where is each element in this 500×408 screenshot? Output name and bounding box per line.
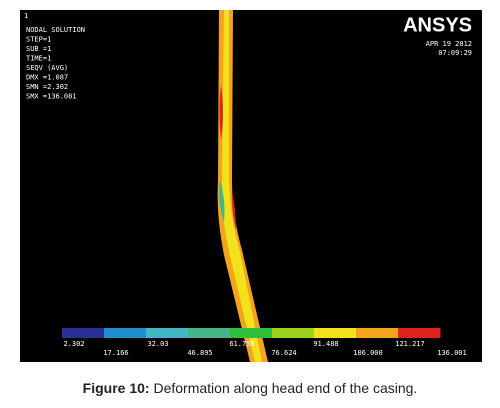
info-line: STEP=1 <box>26 36 51 44</box>
legend-label: 121.217 <box>395 340 425 348</box>
legend-swatch <box>272 328 315 338</box>
info-line: SEQV (AVG) <box>26 64 68 72</box>
info-line: NODAL SOLUTION <box>26 26 85 34</box>
caption-text: Deformation along head end of the casing… <box>153 380 418 396</box>
legend-swatch <box>230 328 273 338</box>
legend-label: 46.895 <box>187 349 212 357</box>
legend-swatch <box>356 328 399 338</box>
legend-swatch <box>62 328 105 338</box>
logo: ANSYS <box>403 14 472 36</box>
legend-swatch <box>188 328 231 338</box>
stress-hotspot <box>219 85 223 140</box>
legend-label: 2.302 <box>63 340 84 348</box>
legend-label: 136.001 <box>437 349 467 357</box>
info-line: SMN =2.302 <box>26 83 68 91</box>
legend-label: 91.488 <box>313 340 338 348</box>
info-line: DMX =1.087 <box>26 74 68 82</box>
time: 07:09:29 <box>438 49 472 57</box>
info-line: SUB =1 <box>26 45 51 53</box>
info-line: TIME=1 <box>26 55 51 63</box>
legend-label: 61.758 <box>229 340 254 348</box>
legend-swatch <box>104 328 147 338</box>
legend-label: 106.000 <box>353 349 383 357</box>
stress-hotspot <box>231 190 236 230</box>
legend-label: 32.03 <box>147 340 168 348</box>
date: APR 19 2012 <box>426 40 472 48</box>
window-index: 1 <box>24 12 28 20</box>
casing <box>217 10 268 362</box>
stress-zone <box>219 180 225 222</box>
legend-swatch <box>398 328 441 338</box>
casing-inner <box>221 10 262 362</box>
caption-label: Figure 10: <box>82 380 150 396</box>
caption: Figure 10: Deformation along head end of… <box>0 380 500 396</box>
legend-label: 17.166 <box>103 349 128 357</box>
legend-label: 76.624 <box>271 349 296 357</box>
legend: 2.302 17.166 32.03 46.895 61.758 76.624 91.488… <box>62 328 467 357</box>
legend-swatch <box>314 328 357 338</box>
info-line: SMX =136.081 <box>26 93 77 101</box>
legend-swatch <box>146 328 189 338</box>
